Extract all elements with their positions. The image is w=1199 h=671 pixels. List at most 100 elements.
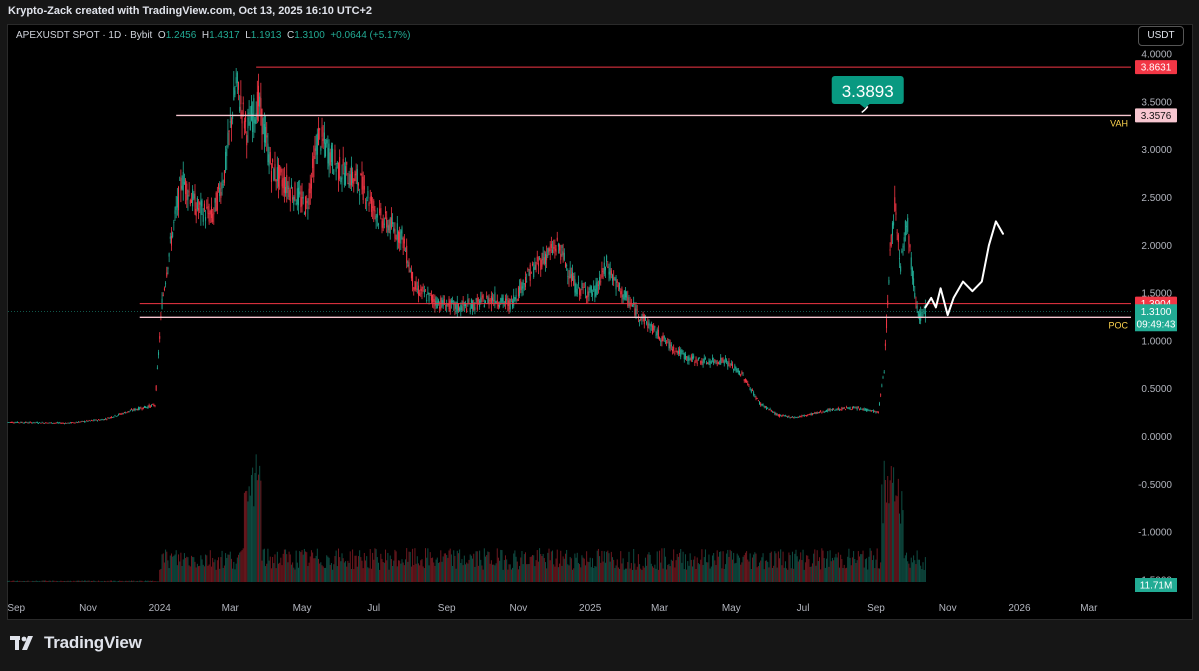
candle-body [106, 419, 108, 420]
volume-bar [799, 559, 801, 582]
candle-body [182, 171, 184, 191]
volume-bar [699, 564, 701, 582]
candle-body [252, 113, 254, 133]
candle-body [405, 250, 407, 252]
brand-logo[interactable]: TradingView [10, 633, 142, 653]
volume-bar [66, 581, 68, 582]
volume-bar [113, 580, 115, 582]
volume-bar [559, 563, 561, 582]
volume-bar [546, 568, 548, 582]
volume-bar [656, 551, 658, 582]
candle-body [326, 139, 328, 144]
candle-body [193, 193, 195, 199]
candle-body [325, 142, 327, 157]
candle-body [390, 217, 392, 229]
volume-bar [735, 562, 737, 582]
currency-selector[interactable]: USDT [1138, 26, 1184, 46]
volume-bar [904, 555, 906, 582]
target-callout-text: 3.3893 [842, 82, 894, 101]
volume-bar [221, 550, 223, 582]
candle-body [241, 111, 243, 124]
volume-bar [250, 475, 252, 582]
candle-body [472, 301, 474, 309]
volume-bar [603, 551, 605, 582]
candle-body [500, 298, 502, 305]
candle-body [580, 289, 582, 296]
volume-bar [474, 566, 476, 582]
symbol-legend[interactable]: APEXUSDT SPOT · 1D · Bybit O1.2456 H1.43… [16, 30, 410, 41]
candle-body [129, 410, 131, 412]
candle-body [524, 277, 526, 287]
volume-bar [502, 569, 504, 582]
volume-bar [445, 553, 447, 582]
candle-body [589, 286, 591, 291]
volume-bar [470, 555, 472, 582]
volume-bar [36, 581, 38, 582]
candle-body [122, 413, 124, 415]
candle-body [242, 102, 244, 105]
candle-body [289, 189, 291, 202]
candle-body [624, 291, 626, 298]
candle-body [43, 422, 45, 424]
volume-bar [848, 548, 850, 582]
volume-bar [91, 580, 93, 582]
candle-body [276, 167, 278, 182]
candle-body [786, 415, 788, 417]
candle-body [910, 257, 912, 270]
y-tick-label: 4.0000 [1141, 50, 1172, 61]
candle-body [198, 208, 200, 211]
candle-body [216, 192, 218, 211]
volume-bar [924, 557, 926, 582]
volume-bar [503, 560, 505, 582]
candle-body [408, 262, 410, 269]
volume-bar [753, 554, 755, 582]
candle-body [245, 113, 247, 122]
candle-body [255, 112, 257, 124]
volume-bar [575, 557, 577, 582]
volume-bar [399, 560, 401, 582]
volume-bar [764, 560, 766, 582]
candle-body [711, 357, 713, 360]
volume-bar [381, 558, 383, 582]
volume-bar [148, 580, 150, 582]
candle-body [402, 237, 404, 249]
candle-body [94, 419, 96, 421]
candle-body [302, 197, 304, 199]
candle-body [41, 422, 43, 424]
volume-bar [874, 568, 876, 582]
candle-body [895, 212, 897, 215]
candle-body [400, 230, 402, 244]
candle-body [795, 417, 797, 418]
volume-bar [357, 556, 359, 582]
volume-bar [780, 549, 782, 582]
candle-body [421, 287, 423, 294]
candle-body [684, 353, 686, 360]
volume-bar [908, 563, 910, 582]
candle-body [517, 287, 519, 297]
y-tick-label: 1.5000 [1141, 289, 1172, 300]
candle-body [303, 213, 305, 215]
volume-bar [492, 564, 494, 582]
candle-body [877, 411, 879, 414]
candle-body [462, 300, 464, 305]
volume-bar [40, 581, 42, 582]
volume-bar [193, 557, 195, 582]
candle-body [310, 178, 312, 189]
x-tick-label: Nov [939, 603, 957, 614]
candle-body [501, 295, 503, 302]
candle-body [499, 304, 501, 308]
x-tick-label: Nov [510, 603, 528, 614]
candle-body [280, 168, 282, 173]
candle-body [552, 249, 554, 254]
candle-body [307, 207, 309, 209]
volume-bar [422, 566, 424, 582]
volume-bar [886, 502, 888, 582]
volume-bar [121, 580, 123, 582]
volume-bar [409, 551, 411, 582]
candle-body [783, 415, 785, 417]
chart-frame[interactable] [7, 24, 1193, 620]
candle-body [616, 280, 618, 283]
volume-bar [135, 581, 137, 582]
volume-bar [210, 566, 212, 582]
